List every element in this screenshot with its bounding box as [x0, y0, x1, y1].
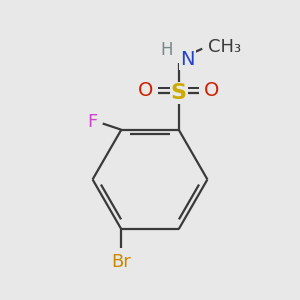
Text: H: H [161, 41, 173, 59]
Text: Br: Br [111, 253, 131, 271]
Text: N: N [180, 50, 195, 69]
Text: O: O [204, 81, 219, 100]
Text: S: S [171, 83, 187, 103]
Text: O: O [138, 81, 154, 100]
Text: CH₃: CH₃ [208, 38, 241, 56]
Text: F: F [88, 113, 98, 131]
